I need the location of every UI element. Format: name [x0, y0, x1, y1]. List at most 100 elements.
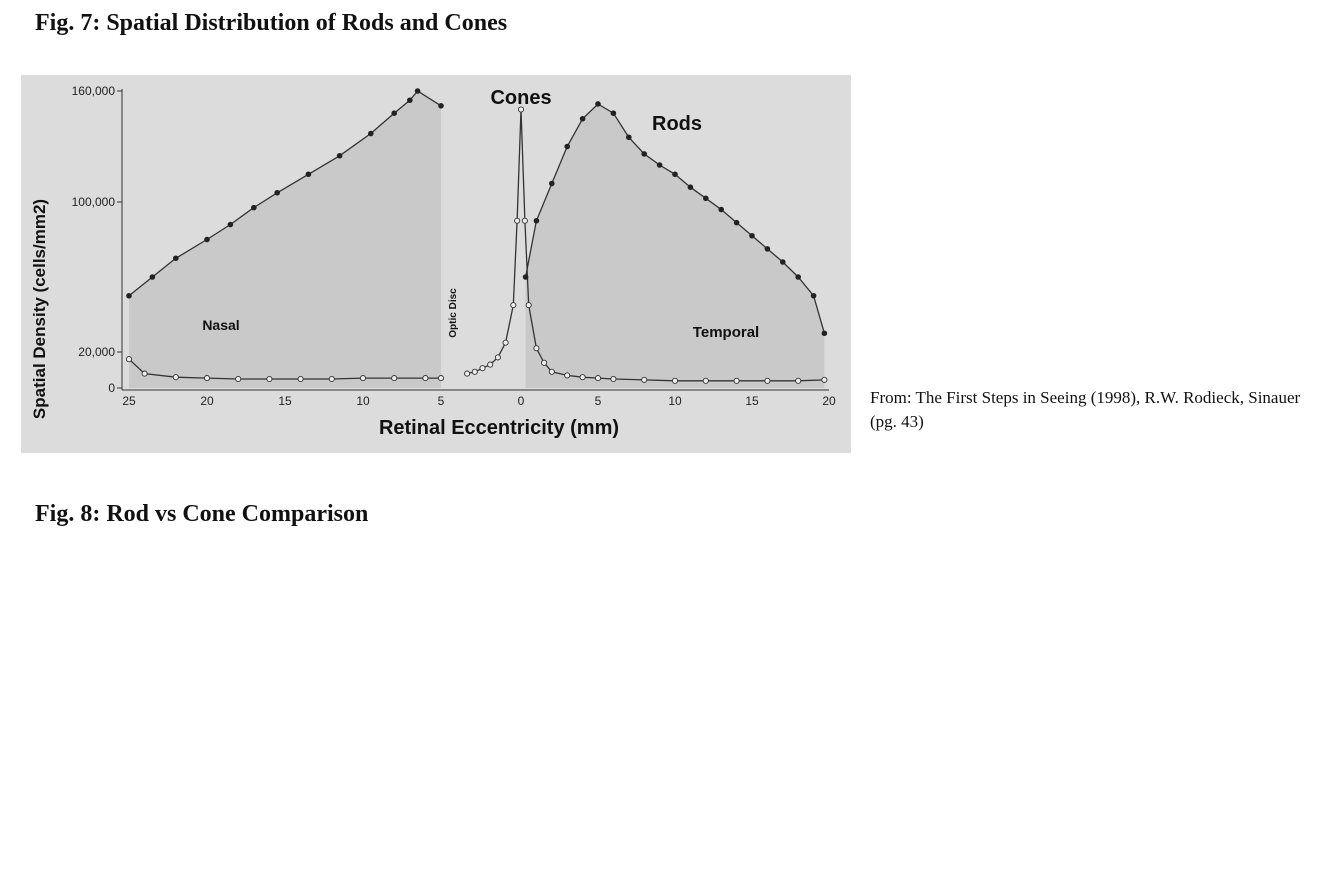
- fig8-title: Fig. 8: Rod vs Cone Comparison: [35, 501, 369, 527]
- rod-data-point: [579, 115, 586, 122]
- rod-data-point: [251, 204, 257, 211]
- y-axis-label: Spatial Density (cells/mm2): [30, 199, 49, 419]
- cone-data-point: [821, 376, 828, 383]
- rod-data-point: [414, 88, 421, 94]
- rod-data-point: [595, 101, 601, 107]
- rod-data-point: [641, 151, 647, 157]
- rod-data-point: [368, 130, 374, 137]
- x-tick-label-temporal: 15: [745, 394, 759, 408]
- rod-data-point: [549, 180, 555, 187]
- cone-data-point: [141, 370, 148, 377]
- cone-data-point: [525, 302, 532, 309]
- rod-data-point: [407, 97, 413, 104]
- cone-data-point: [521, 217, 528, 224]
- region-label-optic-disc: Optic Disc: [448, 288, 459, 338]
- cone-data-point: [564, 372, 571, 379]
- cone-data-point: [471, 368, 478, 375]
- cone-data-point: [502, 339, 509, 346]
- rods-area-fill: [129, 91, 441, 388]
- cone-data-point: [422, 375, 429, 382]
- cone-data-point: [479, 365, 486, 372]
- rod-data-point: [149, 274, 156, 280]
- cone-data-point: [671, 377, 679, 384]
- cone-data-point: [235, 375, 242, 383]
- cone-data-point: [203, 375, 211, 382]
- rod-data-point: [780, 259, 786, 265]
- rod-data-point: [672, 171, 678, 178]
- rods-cones-density-chart: 0 20,000 100,000 160,000 25 20 15 10 5 0 5 10 15 20 …: [21, 75, 851, 453]
- rod-data-point: [227, 221, 234, 228]
- series-label-rods: Rods: [652, 113, 702, 135]
- x-tick-label-temporal: 10: [668, 394, 682, 408]
- cone-data-point: [510, 302, 517, 309]
- x-tick-label-temporal: 0: [518, 394, 525, 408]
- cone-data-point: [702, 377, 709, 384]
- rod-data-point: [733, 219, 740, 226]
- cone-data-point: [594, 375, 602, 382]
- cone-data-point: [328, 375, 335, 383]
- cone-data-point: [125, 356, 133, 363]
- x-tick-label-temporal: 5: [595, 394, 602, 408]
- rod-data-point: [564, 143, 570, 150]
- cone-data-point: [517, 106, 525, 113]
- cone-data-point: [610, 375, 617, 383]
- cone-data-point: [733, 377, 740, 384]
- rod-data-point: [305, 171, 312, 178]
- x-tick-label-nasal: 5: [438, 394, 445, 408]
- cone-data-point: [641, 376, 648, 383]
- cone-data-point: [172, 374, 179, 381]
- cone-data-point: [464, 370, 471, 377]
- cone-data-point: [494, 354, 501, 361]
- rod-data-point: [274, 189, 280, 196]
- cone-data-point: [541, 359, 548, 366]
- cones-curve: [128, 358, 441, 380]
- rod-data-point: [821, 330, 828, 337]
- cone-data-point: [391, 375, 398, 382]
- rod-data-point: [391, 110, 398, 116]
- cone-data-point: [579, 374, 586, 381]
- y-tick-label: 20,000: [78, 345, 115, 359]
- rod-data-point: [656, 162, 663, 168]
- rod-data-point: [438, 103, 444, 109]
- rod-data-point: [336, 152, 343, 159]
- rod-data-point: [795, 274, 801, 280]
- rod-data-point: [626, 134, 632, 141]
- rod-data-point: [687, 184, 694, 190]
- cone-data-point: [795, 377, 802, 384]
- rod-data-point: [126, 292, 132, 299]
- rod-data-point: [810, 292, 817, 299]
- cone-data-point: [297, 375, 304, 383]
- rod-data-point: [204, 236, 210, 243]
- x-tick-label-nasal: 10: [356, 394, 370, 408]
- region-label-nasal: Nasal: [202, 317, 239, 333]
- x-tick-label-nasal: 15: [278, 394, 292, 408]
- rod-data-point: [533, 217, 540, 224]
- cone-data-point: [487, 361, 494, 368]
- rods-area-fill: [525, 104, 825, 388]
- rod-data-point: [764, 246, 771, 252]
- rods-curve: [128, 90, 442, 297]
- rod-data-point: [718, 206, 724, 213]
- rod-data-point: [749, 232, 755, 239]
- region-label-temporal: Temporal: [693, 324, 759, 341]
- x-tick-label-nasal: 25: [122, 394, 136, 408]
- rod-data-point: [522, 274, 529, 280]
- x-tick-label-temporal: 20: [822, 394, 836, 408]
- y-tick-label: 0: [108, 381, 115, 395]
- rod-data-point: [703, 195, 709, 202]
- cone-data-point: [266, 375, 273, 383]
- rod-data-point: [610, 110, 617, 116]
- cone-data-point: [514, 217, 521, 224]
- cone-data-point: [548, 368, 555, 375]
- cone-data-point: [764, 377, 771, 384]
- cone-data-point: [437, 375, 445, 382]
- series-label-cones: Cones: [490, 87, 551, 109]
- rod-data-point: [173, 255, 179, 262]
- x-axis-label: Retinal Eccentricity (mm): [379, 417, 619, 439]
- x-tick-label-nasal: 20: [200, 394, 214, 408]
- fig7-title: Fig. 7: Spatial Distribution of Rods and…: [35, 10, 508, 36]
- y-tick-label: 160,000: [72, 84, 116, 98]
- y-tick-label: 100,000: [72, 195, 116, 209]
- cone-data-point: [359, 375, 367, 382]
- cone-data-point: [533, 345, 540, 352]
